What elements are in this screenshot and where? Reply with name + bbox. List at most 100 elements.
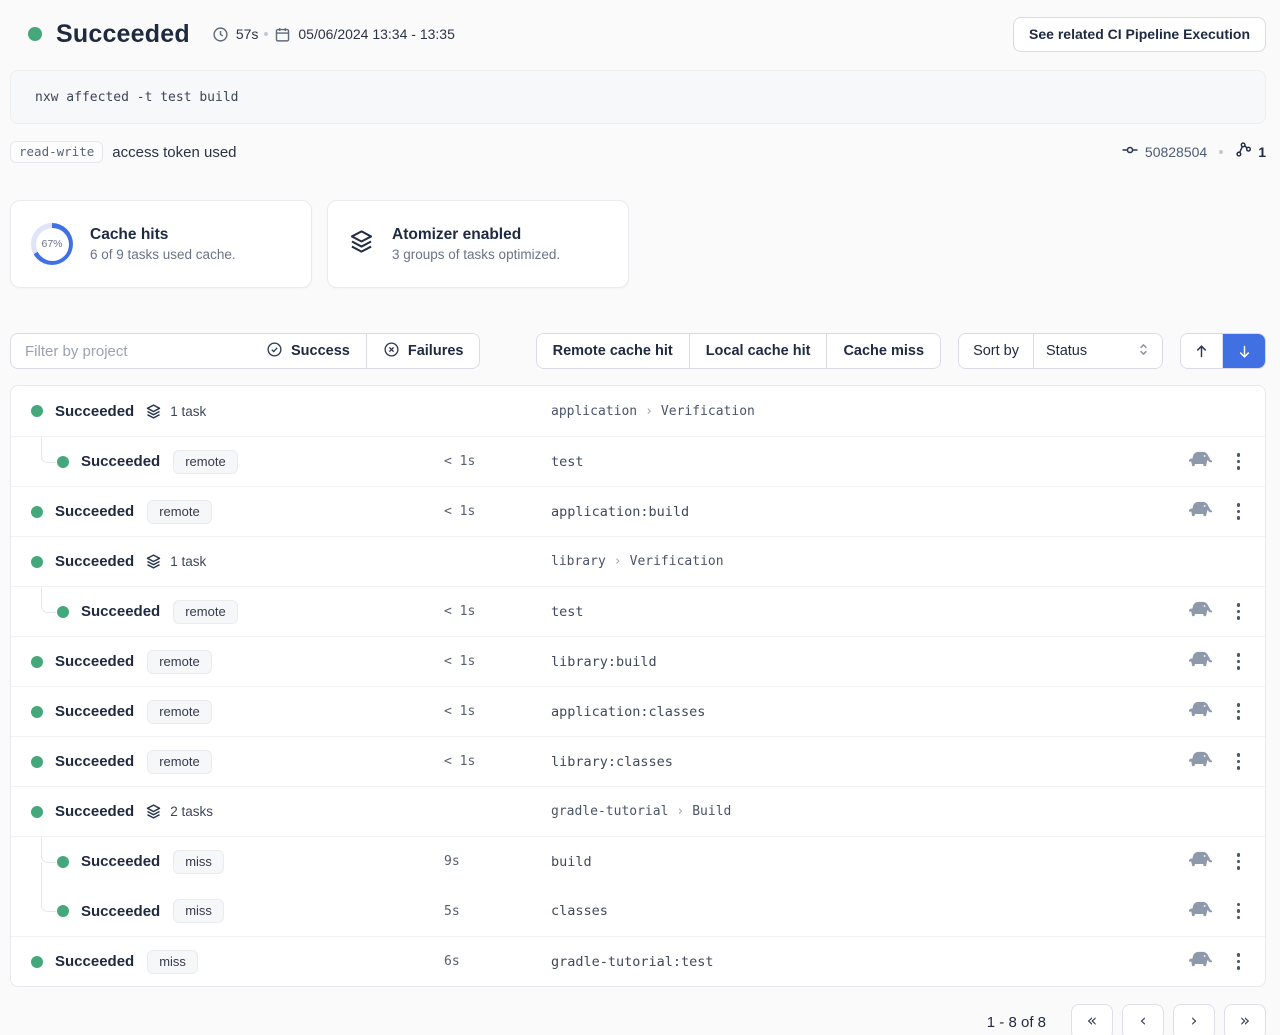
task-group-row[interactable]: Succeeded 1 task application › Verification (11, 386, 1265, 436)
row-status-label: Succeeded (55, 503, 135, 520)
gradle-elephant-icon[interactable] (1188, 601, 1212, 622)
branch-count[interactable]: 1 (1258, 144, 1266, 160)
row-task-name[interactable]: application:classes (551, 703, 706, 720)
row-task-name[interactable]: build (551, 853, 592, 870)
row-duration: < 1s (444, 504, 476, 519)
row-status-label: Succeeded (55, 753, 135, 770)
gradle-elephant-icon[interactable] (1188, 751, 1212, 772)
breadcrumb-project[interactable]: application (551, 403, 638, 419)
row-left: Succeeded remote (11, 749, 444, 774)
row-status-label: Succeeded (81, 453, 161, 470)
sort-select[interactable]: Status (1034, 334, 1162, 368)
row-task-name[interactable]: library:build (551, 653, 657, 670)
summary-cards: 67% Cache hits 6 of 9 tasks used cache. … (10, 200, 1266, 288)
row-task-name[interactable]: test (551, 603, 584, 620)
task-row[interactable]: Succeeded miss 5s classes (11, 886, 1265, 936)
row-menu-button[interactable] (1234, 750, 1244, 773)
row-task-name[interactable]: test (551, 453, 584, 470)
row-left: Succeeded remote (11, 449, 444, 474)
last-page-button[interactable]: » (1224, 1004, 1266, 1035)
clock-icon (212, 26, 229, 43)
next-page-button[interactable]: › (1173, 1004, 1215, 1035)
layers-icon (145, 803, 162, 820)
task-row[interactable]: Succeeded remote < 1s test (11, 436, 1265, 486)
token-row: read-write access token used 50828504 1 (10, 140, 1266, 164)
row-task-name[interactable]: classes (551, 903, 608, 919)
row-project-breadcrumb: application › Verification (551, 404, 755, 419)
row-status-dot (57, 855, 69, 868)
row-status-label: Succeeded (55, 703, 135, 720)
row-menu-button[interactable] (1234, 450, 1244, 473)
gradle-elephant-icon[interactable] (1188, 951, 1212, 972)
command-box: nxw affected -t test build (10, 70, 1266, 124)
gradle-elephant-icon[interactable] (1188, 651, 1212, 672)
row-status-label: Succeeded (81, 603, 161, 620)
row-menu-button[interactable] (1234, 900, 1244, 923)
commit-sha[interactable]: 50828504 (1144, 144, 1208, 160)
row-left: Succeeded remote (11, 499, 444, 524)
row-status-label: Succeeded (55, 953, 135, 970)
row-menu-button[interactable] (1234, 700, 1244, 723)
row-status-dot (31, 655, 43, 668)
row-task-name[interactable]: library:classes (551, 753, 673, 770)
vcs-info: 50828504 1 (1121, 141, 1266, 164)
breadcrumb-separator: › (613, 554, 622, 569)
row-menu-button[interactable] (1234, 850, 1244, 873)
filter-bar: Success Failures Remote cache hit Local … (10, 333, 1266, 369)
task-row[interactable]: Succeeded miss 9s build (11, 836, 1265, 886)
row-left: Succeeded remote (11, 649, 444, 674)
row-status-dot (31, 755, 43, 768)
sort-direction-group (1180, 333, 1266, 369)
cache-badge: miss (173, 899, 224, 923)
sort-ascending-button[interactable] (1181, 334, 1223, 368)
task-row[interactable]: Succeeded remote < 1s library:build (11, 636, 1265, 686)
task-group-row[interactable]: Succeeded 1 task library › Verification (11, 536, 1265, 586)
task-row[interactable]: Succeeded miss 6s gradle-tutorial:test (11, 936, 1265, 986)
first-page-button[interactable]: « (1071, 1004, 1113, 1035)
row-menu-button[interactable] (1234, 950, 1244, 973)
row-left: Succeeded 1 task (11, 403, 444, 420)
date-range-text: 05/06/2024 13:34 - 13:35 (298, 26, 455, 42)
task-row[interactable]: Succeeded remote < 1s library:classes (11, 736, 1265, 786)
row-menu-button[interactable] (1234, 650, 1244, 673)
related-pipeline-button[interactable]: See related CI Pipeline Execution (1013, 16, 1266, 52)
row-actions (657, 650, 1265, 673)
cache-hits-card[interactable]: 67% Cache hits 6 of 9 tasks used cache. (10, 200, 312, 288)
breadcrumb-project[interactable]: gradle-tutorial (551, 804, 669, 819)
breadcrumb-project[interactable]: library (551, 554, 606, 569)
prev-page-button[interactable]: ‹ (1122, 1004, 1164, 1035)
row-task-name[interactable]: gradle-tutorial:test (551, 953, 714, 970)
page-range: 1 - 8 of 8 (986, 1013, 1046, 1031)
gradle-elephant-icon[interactable] (1188, 501, 1212, 522)
gradle-elephant-icon[interactable] (1188, 701, 1212, 722)
task-row[interactable]: Succeeded remote < 1s application:build (11, 486, 1265, 536)
run-duration: 57s (212, 26, 258, 43)
row-left: Succeeded 1 task (11, 553, 444, 570)
filter-project-input[interactable] (11, 334, 250, 368)
row-menu-button[interactable] (1234, 500, 1244, 523)
row-task-name[interactable]: application:build (551, 503, 690, 520)
task-group-row[interactable]: Succeeded 2 tasks gradle-tutorial › Build (11, 786, 1265, 836)
gradle-elephant-icon[interactable] (1188, 901, 1212, 922)
failures-filter-button[interactable]: Failures (366, 334, 480, 368)
remote-cache-hit-button[interactable]: Remote cache hit (536, 334, 690, 368)
task-row[interactable]: Succeeded remote < 1s application:classes (11, 686, 1265, 736)
row-duration: < 1s (444, 754, 476, 769)
row-actions (584, 600, 1265, 623)
gradle-elephant-icon[interactable] (1188, 851, 1212, 872)
row-left: Succeeded miss (11, 899, 444, 923)
row-status-label: Succeeded (55, 803, 135, 820)
gradle-elephant-icon[interactable] (1188, 451, 1212, 472)
cache-badge: remote (173, 449, 238, 474)
local-cache-hit-button[interactable]: Local cache hit (689, 334, 828, 368)
atomizer-card[interactable]: Atomizer enabled 3 groups of tasks optim… (327, 200, 629, 288)
row-status-label: Succeeded (81, 902, 161, 920)
commit-icon (1121, 141, 1139, 164)
tasks-count-label: 1 task (170, 554, 207, 569)
task-row[interactable]: Succeeded remote < 1s test (11, 586, 1265, 636)
sort-descending-button[interactable] (1223, 334, 1265, 368)
success-filter-button[interactable]: Success (250, 334, 367, 368)
cache-miss-button[interactable]: Cache miss (827, 334, 941, 368)
row-menu-button[interactable] (1234, 600, 1244, 623)
cache-badge: remote (147, 749, 212, 774)
